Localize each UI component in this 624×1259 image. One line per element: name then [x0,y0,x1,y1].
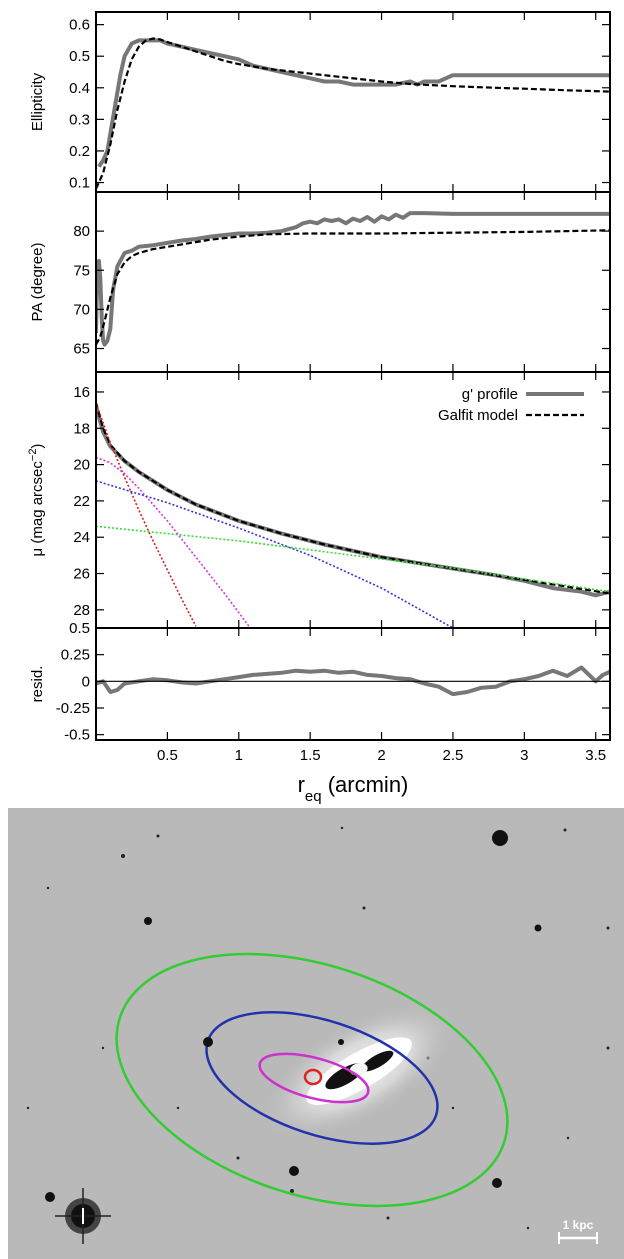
series-group [96,665,610,697]
legend: g' profile Galfit model [438,386,584,424]
legend-label: Galfit model [438,407,518,424]
panel-residual: -0.5 -0.25 0 0.25 0.5 resid. 0.5 1 1.5 2 2.5 3 3.5 re… [29,620,611,805]
y-axis-label-close: ) [29,444,46,449]
y-tick-label: 28 [73,602,90,619]
series-g-profile [97,38,610,168]
y-tick-label: 0.3 [69,111,90,128]
panel-frame [95,371,611,629]
y-tick-label: 26 [73,566,90,583]
galaxy-image: 1 kpc [8,808,624,1259]
image-background [8,808,624,1259]
y-tick-label: 16 [73,384,90,401]
galaxy-image-panel: 1 kpc [8,808,624,1259]
y-tick-label: 0.25 [61,647,90,664]
x-tick-label: 3 [520,747,528,764]
ellipse-red [303,1068,323,1086]
panel-surface-brightness: 16 18 20 22 24 26 28 μ (mag arcsec−2) g' profile… [27,371,611,629]
scale-bar-label: 1 kpc [563,1218,594,1232]
x-tick-label: 0.5 [157,747,178,764]
x-tick-label: 2.5 [443,747,464,764]
x-axis-label: req (arcmin) [298,772,409,805]
x-tick-label: 1.5 [300,747,321,764]
y-axis-label: μ (mag arcsec−2) [27,444,46,557]
series-4 [96,480,454,628]
y-tick-label: 75 [73,262,90,279]
foreground-star [203,1037,213,1047]
panel-frame [95,11,611,193]
x-axis-label-rest: (arcmin) [322,772,409,797]
y-axis-label: PA (degree) [29,243,46,322]
ellipse-magenta [258,1052,370,1104]
x-tick-label: 2 [377,747,385,764]
series-galfit-model [96,402,610,595]
y-tick-label: 0.6 [69,17,90,34]
series-g-profile [96,665,610,697]
galaxy-core [260,1002,458,1141]
y-tick-label: -0.25 [56,700,90,717]
series-group [96,37,610,190]
y-tick-label: 80 [73,223,90,240]
y-axis-label: resid. [29,666,46,703]
y-axis-label: Ellipticity [29,72,46,131]
ellipse-green [115,952,509,1208]
y-tick-label: 0.4 [69,80,90,97]
y-tick-label: 20 [73,457,90,474]
y-tick-label: 18 [73,420,90,437]
legend-label: g' profile [462,386,518,403]
series-3 [96,456,251,628]
x-tick-label: 1 [235,747,243,764]
series-2 [96,402,197,627]
y-tick-label: 0.5 [69,48,90,65]
panel-position-angle: 65 70 75 80 PA (degree) [29,191,611,373]
y-tick-label: 22 [73,493,90,510]
panel-frame [95,627,611,741]
y-tick-label: 0.2 [69,143,90,160]
series-galfit-model [96,37,610,190]
x-axis-label-sub: eq [305,788,322,805]
y-tick-label: 0.5 [69,620,90,637]
y-tick-label: 24 [73,529,90,546]
y-axis-label-sup: −2 [27,449,39,462]
series-galfit-model [96,229,610,346]
y-tick-label: -0.5 [64,727,90,744]
series-group [96,211,610,347]
series-g-profile [96,405,610,598]
panel-ellipticity: 0.1 0.2 0.3 0.4 0.5 0.6 Ellipticity [29,11,611,193]
y-tick-label: 0.1 [69,175,90,192]
series-g-profile [96,211,610,347]
scale-bar: 1 kpc [558,1218,598,1244]
foreground-star [338,1039,344,1045]
x-tick-label: 3.5 [585,747,606,764]
series-group [96,402,610,628]
profile-figure: 0.1 0.2 0.3 0.4 0.5 0.6 Ellipticity 65 70 75 80 PA … [27,11,611,805]
y-tick-label: 70 [73,301,90,318]
profile-plots: 0.1 0.2 0.3 0.4 0.5 0.6 Ellipticity 65 70 75 80 PA … [27,11,611,805]
bright-star [55,1188,111,1244]
y-tick-label: 0 [82,673,90,690]
y-tick-label: 65 [73,341,90,358]
